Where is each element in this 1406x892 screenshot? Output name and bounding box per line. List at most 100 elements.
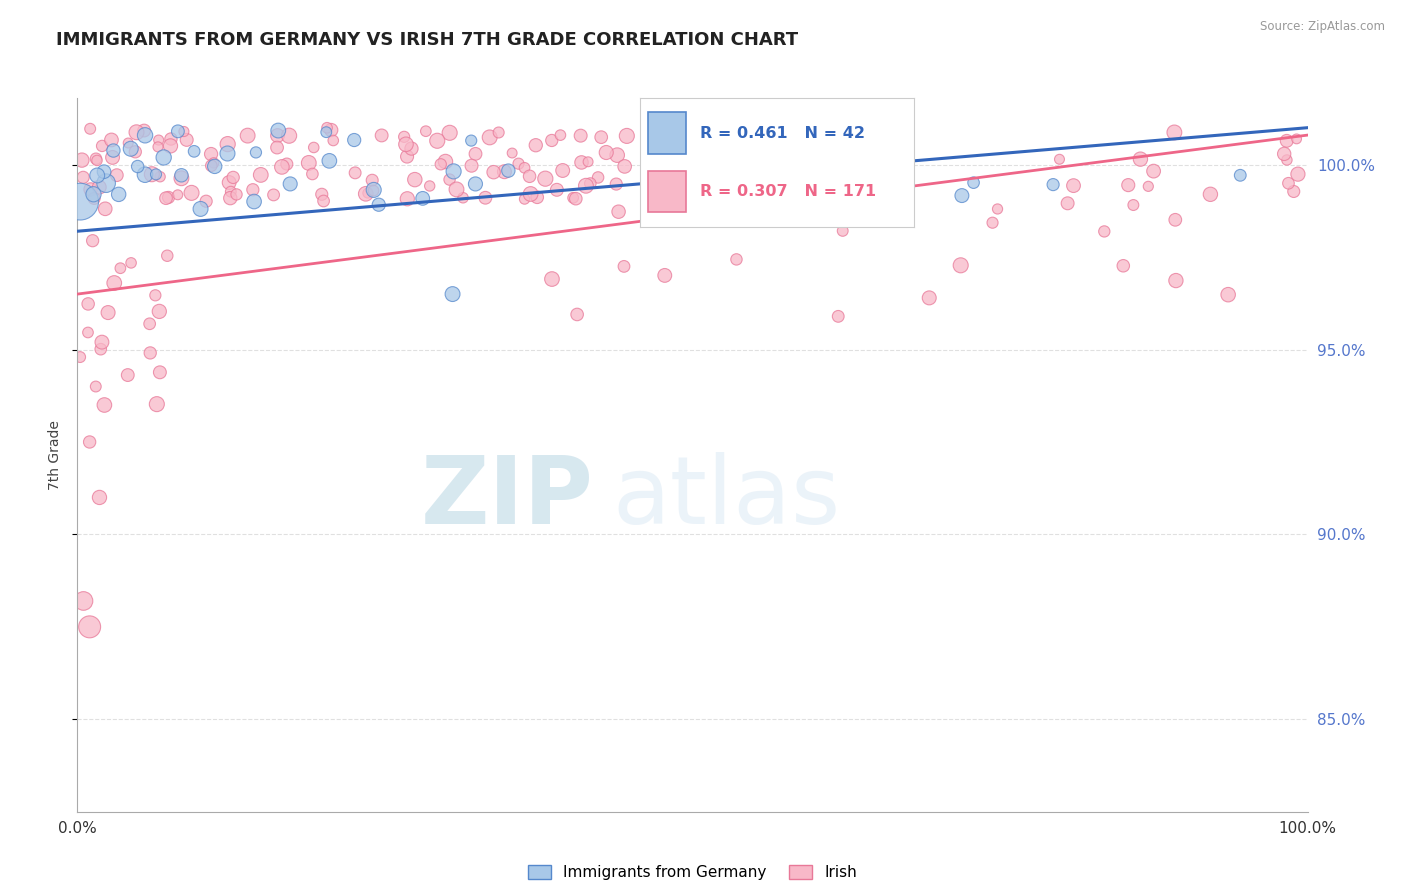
Point [200, 159, 222, 173]
Point [266, 140, 288, 154]
Point [494, 164, 516, 178]
Point [616, 128, 638, 143]
Point [1049, 153, 1071, 167]
Point [1282, 185, 1305, 199]
Point [1063, 178, 1085, 193]
Point [897, 195, 920, 210]
Point [607, 204, 630, 219]
Point [1285, 132, 1308, 146]
Point [236, 128, 259, 143]
Point [84, 379, 107, 393]
Point [103, 276, 125, 290]
Point [1116, 178, 1139, 193]
Point [986, 202, 1008, 216]
Point [110, 261, 132, 276]
Point [513, 161, 536, 175]
Point [173, 124, 195, 138]
Point [79, 182, 101, 196]
Point [831, 224, 853, 238]
Bar [648, 112, 686, 153]
Point [117, 136, 139, 150]
Point [540, 133, 562, 147]
Point [575, 178, 598, 193]
Point [89, 491, 111, 505]
Point [367, 198, 389, 212]
Point [127, 160, 149, 174]
Point [443, 164, 465, 178]
Point [159, 139, 181, 153]
Point [1164, 274, 1187, 288]
Point [117, 368, 139, 382]
Point [354, 186, 377, 201]
Point [1056, 196, 1078, 211]
Point [1272, 146, 1295, 161]
Point [276, 157, 298, 171]
Point [321, 123, 343, 137]
Point [149, 169, 172, 184]
Point [301, 167, 323, 181]
Point [343, 133, 366, 147]
Point [217, 137, 239, 152]
Point [97, 305, 120, 319]
Point [1163, 125, 1185, 139]
Point [613, 160, 636, 174]
Point [426, 134, 449, 148]
Point [519, 169, 541, 184]
Point [91, 139, 114, 153]
Point [576, 154, 599, 169]
Point [82, 234, 104, 248]
Point [183, 145, 205, 159]
Point [86, 153, 108, 168]
Point [120, 256, 142, 270]
Point [138, 317, 160, 331]
Point [204, 160, 226, 174]
Point [105, 168, 128, 182]
Point [605, 177, 627, 191]
Point [725, 252, 748, 267]
Point [148, 133, 170, 147]
Point [1275, 153, 1298, 167]
Point [392, 129, 415, 144]
Point [311, 187, 333, 202]
Point [1042, 178, 1064, 192]
Point [79, 620, 101, 634]
Point [606, 148, 628, 162]
Point [671, 162, 693, 177]
Point [501, 146, 523, 161]
Point [519, 186, 541, 201]
Point [69, 194, 91, 209]
Legend: Immigrants from Germany, Irish: Immigrants from Germany, Irish [522, 859, 863, 886]
Point [419, 178, 441, 193]
Point [278, 177, 301, 191]
Point [93, 398, 115, 412]
Point [202, 156, 225, 170]
Point [541, 272, 564, 286]
Point [482, 165, 505, 179]
Y-axis label: 7th Grade: 7th Grade [48, 420, 62, 490]
Point [918, 291, 941, 305]
Point [363, 184, 385, 198]
Point [949, 258, 972, 272]
Point [439, 126, 461, 140]
Point [243, 194, 266, 209]
Point [107, 187, 129, 202]
Point [79, 121, 101, 136]
Point [225, 187, 247, 202]
Point [579, 177, 602, 191]
Point [312, 194, 335, 208]
Point [86, 169, 108, 183]
Point [962, 176, 984, 190]
Point [72, 170, 94, 185]
Text: R = 0.307   N = 171: R = 0.307 N = 171 [700, 184, 876, 199]
Point [180, 186, 202, 200]
Point [167, 124, 190, 138]
Point [245, 145, 267, 160]
Point [551, 163, 574, 178]
Point [103, 144, 125, 158]
Point [170, 169, 193, 183]
Point [1142, 164, 1164, 178]
Point [498, 163, 520, 178]
Point [267, 123, 290, 137]
Point [429, 157, 451, 171]
Point [794, 174, 817, 188]
